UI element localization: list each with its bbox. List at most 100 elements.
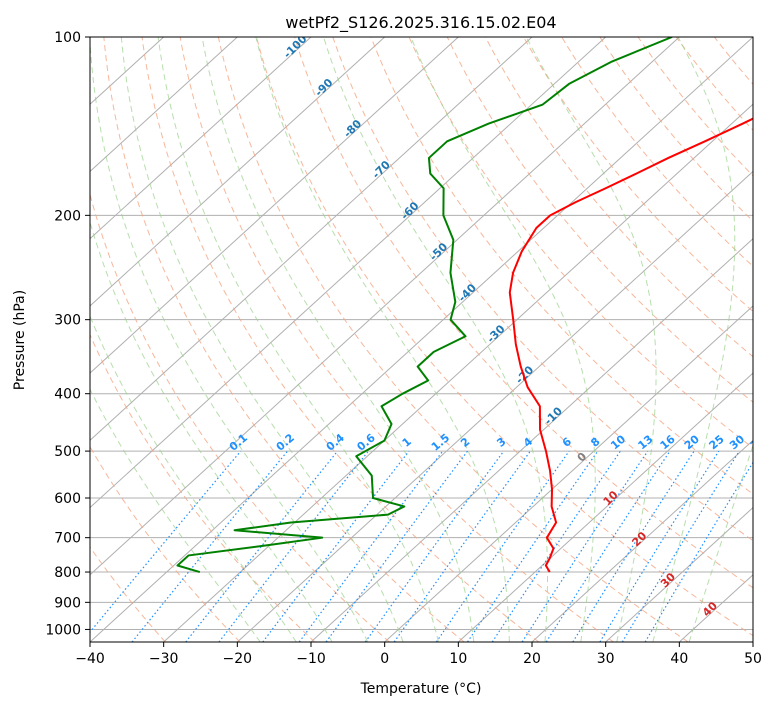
y-tick-label: 900 xyxy=(54,595,81,611)
mixing-ratio-label: 13 xyxy=(635,433,655,453)
y-tick-label: 600 xyxy=(54,491,81,507)
mixing-ratio-line xyxy=(325,450,469,642)
isotherm-line xyxy=(236,170,753,642)
mixing-ratio-label: 25 xyxy=(707,433,727,453)
dry-adiabat-line xyxy=(484,37,753,358)
isotherm-line xyxy=(90,37,386,307)
moist-adiabat-line xyxy=(652,37,736,642)
mixing-ratio-label: 6 xyxy=(560,435,574,450)
y-tick-label: 300 xyxy=(54,313,81,329)
dry-adiabat-line xyxy=(523,37,753,313)
y-tick-label: 1000 xyxy=(45,622,81,638)
moist-adiabat-line xyxy=(255,37,510,642)
dry-adiabat-line xyxy=(561,37,753,267)
mixing-ratio-label: 16 xyxy=(658,432,678,452)
moist-adiabat-line xyxy=(525,37,657,642)
mixing-ratio-label: 0.1 xyxy=(227,431,250,453)
moist-adiabat-line xyxy=(90,220,333,642)
dry-adiabat-line xyxy=(217,37,689,642)
y-axis: 100 200 300 400 500 600 700 800 900 1000 xyxy=(45,30,90,638)
mixing-ratio-line xyxy=(491,450,621,642)
moist-adiabat-line xyxy=(410,37,596,642)
dry-adiabat-line xyxy=(408,37,753,449)
moist-adiabat-line xyxy=(90,388,261,642)
moist-adiabat-line xyxy=(201,37,475,642)
isotherm-line xyxy=(90,37,238,173)
mixing-ratio-line xyxy=(572,450,695,642)
mixing-ratio-label: 2 xyxy=(458,435,472,450)
isotherm-label: -20 xyxy=(513,363,536,386)
x-tick-label: −10 xyxy=(296,651,326,667)
isotherm-label: -70 xyxy=(370,158,393,181)
moist-adiabat-line xyxy=(157,37,439,642)
y-tick-label: 100 xyxy=(54,30,81,46)
dewpoint-profile-line xyxy=(176,37,673,573)
isotherm-label: -30 xyxy=(484,322,507,345)
dry-adiabat-line xyxy=(141,37,540,642)
mixing-ratio-line xyxy=(521,450,649,642)
isotherm-label: -90 xyxy=(312,76,335,99)
mixing-ratio-line xyxy=(90,450,242,633)
plot-frame xyxy=(89,36,754,643)
isotherm-label: -100 xyxy=(281,32,310,61)
moist-adiabat-line xyxy=(323,37,549,642)
isotherm-line xyxy=(163,103,753,642)
isotherm-line xyxy=(90,37,680,576)
dry-adiabat-line xyxy=(90,445,241,642)
plot-area: 0.1 0.2 0.4 0.6 1 1.5 2 3 4 6 8 10 13 16 20 25 30 36-100-… xyxy=(90,32,768,642)
isotherm-label: -40 xyxy=(456,281,479,304)
x-tick-label: 20 xyxy=(523,651,541,667)
mixing-ratio-line xyxy=(393,450,531,642)
mixing-ratio-line xyxy=(599,450,720,642)
dry-adiabat-line xyxy=(90,192,390,642)
dry-adiabat-line xyxy=(332,37,753,542)
mixing-ratio-line xyxy=(262,450,410,642)
x-tick-label: −20 xyxy=(223,651,253,667)
mixing-ratio-line xyxy=(644,461,753,642)
mixing-ratio-line xyxy=(364,450,505,642)
y-tick-label: 500 xyxy=(54,444,81,460)
isotherm-label: 10 xyxy=(601,488,621,508)
mixing-ratio-label: 30 xyxy=(727,432,747,452)
mixing-ratio-line xyxy=(621,450,740,642)
mixing-ratio-line xyxy=(467,450,599,642)
y-tick-label: 400 xyxy=(54,387,81,403)
isotherm-label: -60 xyxy=(398,199,421,222)
isotherm-line xyxy=(90,37,607,509)
isotherm-line xyxy=(531,439,753,642)
x-tick-label: 40 xyxy=(670,651,688,667)
x-tick-label: 50 xyxy=(744,651,762,667)
dry-adiabat-line xyxy=(255,37,753,637)
moist-adiabat-line xyxy=(120,37,404,642)
isotherm-line xyxy=(752,641,753,642)
moist-adiabat-line xyxy=(90,314,297,642)
mixing-ratio-label: 36 xyxy=(748,432,768,452)
dry-adiabat-line xyxy=(370,37,753,495)
isotherm-line xyxy=(90,37,459,374)
isotherm-label: 30 xyxy=(658,570,678,590)
dry-adiabat-line xyxy=(179,37,614,642)
moist-adiabat-line xyxy=(90,37,369,642)
mixing-ratio-line xyxy=(218,450,369,642)
mixing-ratio-label: 1.5 xyxy=(429,431,452,453)
x-axis-title: Temperature (°C) xyxy=(360,681,482,697)
moist-adiabat-line xyxy=(688,443,753,642)
dry-adiabat-line xyxy=(637,37,753,177)
y-tick-label: 800 xyxy=(54,565,81,581)
dry-adiabat-line xyxy=(90,333,316,642)
mixing-ratio-line xyxy=(545,450,671,642)
dry-adiabat-line xyxy=(294,37,753,589)
dry-adiabat-line xyxy=(599,37,753,222)
x-tick-label: 10 xyxy=(449,651,467,667)
isotherm-label: -10 xyxy=(542,404,565,427)
y-tick-label: 200 xyxy=(54,208,81,224)
mixing-ratio-label: 0.2 xyxy=(274,431,297,453)
isotherm-line xyxy=(90,37,533,442)
isotherm-label: -80 xyxy=(341,117,364,140)
mixing-ratio-line xyxy=(185,450,339,642)
isotherm-line xyxy=(310,237,753,642)
dry-adiabat-line xyxy=(713,37,753,85)
isotherm-line xyxy=(90,37,312,240)
isotherm-line xyxy=(457,372,753,642)
